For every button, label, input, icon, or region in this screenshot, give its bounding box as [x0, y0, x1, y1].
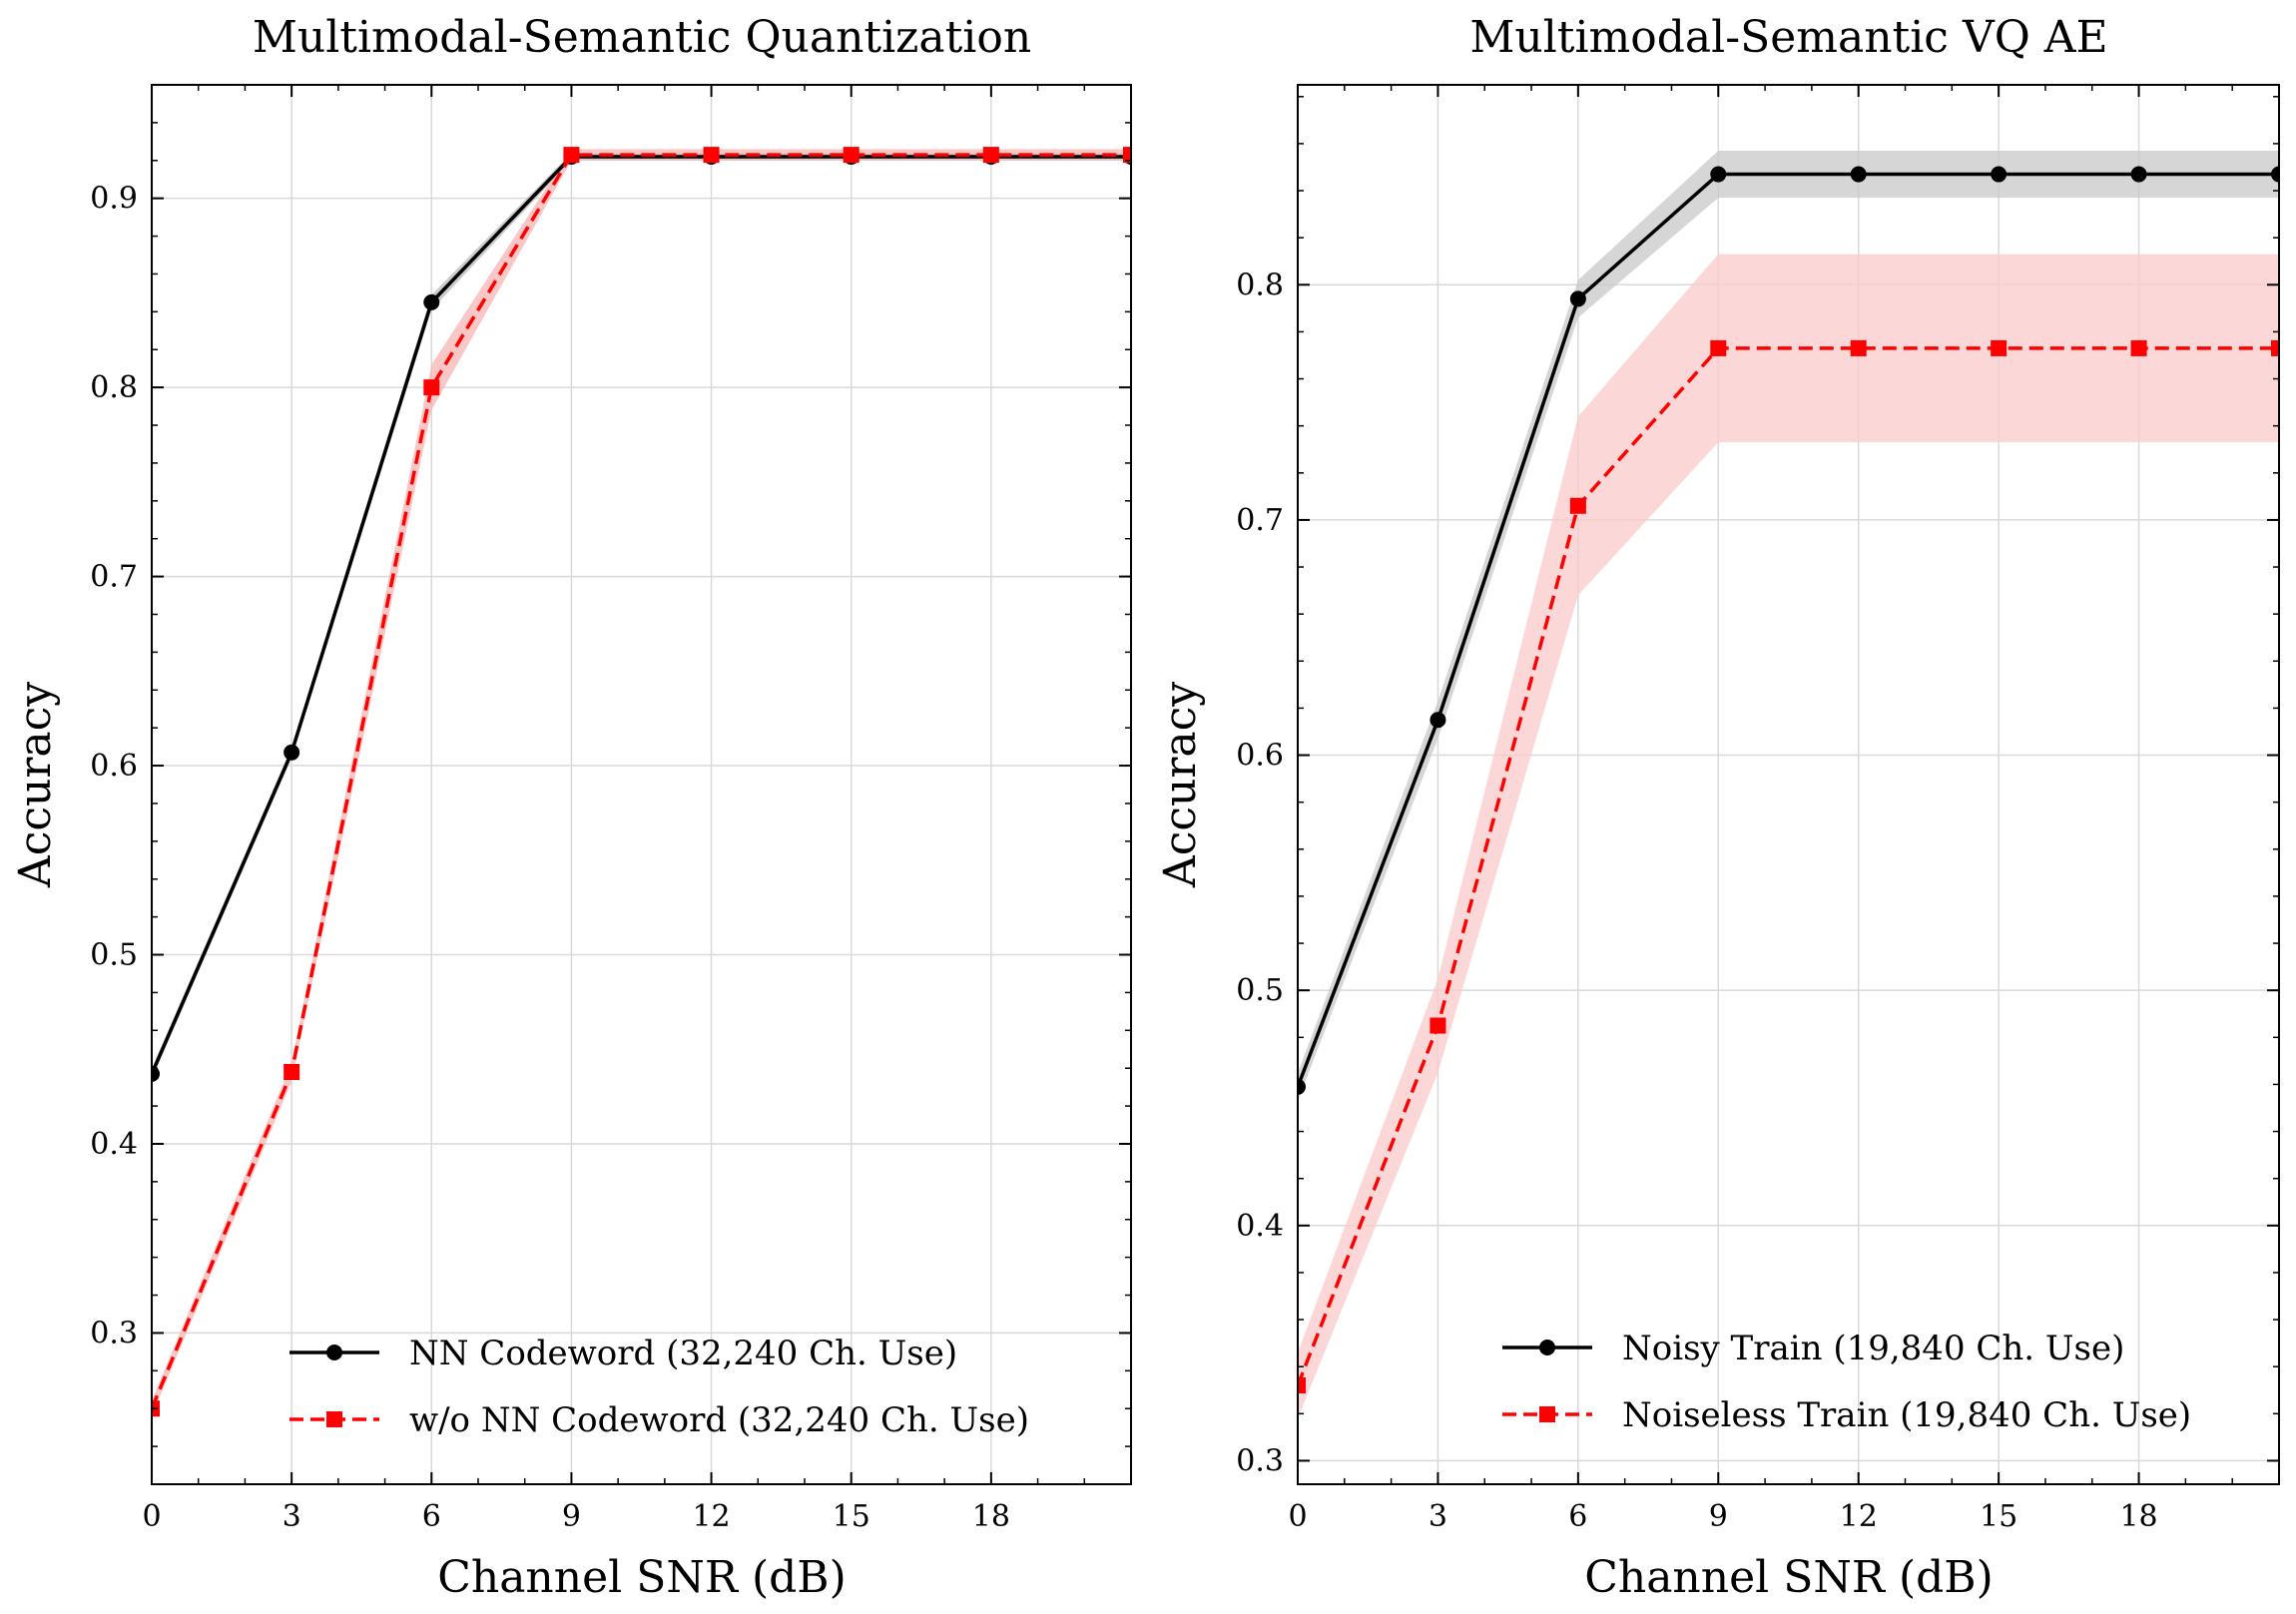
x-tick-label: 12: [692, 1499, 730, 1534]
data-point: [423, 379, 440, 396]
data-point: [1569, 497, 1586, 514]
y-tick-label: 0.4: [1236, 1209, 1284, 1244]
y-tick-label: 0.5: [90, 938, 138, 973]
x-tick-label: 9: [1709, 1499, 1728, 1534]
series-line: [152, 153, 1131, 1409]
data-point: [1710, 166, 1727, 183]
data-point: [2271, 166, 2279, 183]
data-point: [2130, 166, 2147, 183]
data-point: [1298, 1377, 1306, 1394]
data-point: [1710, 339, 1727, 356]
y-tick-label: 0.8: [1236, 268, 1284, 302]
chart-title: Multimodal-Semantic Quantization: [253, 12, 1031, 63]
legend: NN Codeword (32,240 Ch. Use) w/o NN Codew…: [289, 1334, 1029, 1440]
y-axis-label: Accuracy: [10, 682, 61, 888]
x-axis-label: Channel SNR (dB): [437, 1552, 847, 1603]
data-point: [423, 293, 440, 310]
series-band: [1298, 150, 2279, 1101]
y-tick-label: 0.4: [90, 1127, 138, 1162]
plot-area: [152, 147, 1131, 1417]
x-tick-label: 6: [1568, 1499, 1587, 1534]
ticks: 0 3 6 9 12 15 18 0.3 0.4 0.5 0.6 0.7 0.8: [1236, 85, 2280, 1534]
x-tick-label: 15: [833, 1499, 870, 1534]
data-point: [843, 147, 860, 164]
y-tick-label: 0.6: [1236, 739, 1284, 774]
series-line: [152, 155, 1131, 1075]
y-tick-label: 0.8: [90, 370, 138, 405]
y-tick-label: 0.3: [1236, 1443, 1284, 1478]
data-point: [1991, 166, 2008, 183]
legend-entry: NN Codeword (32,240 Ch. Use): [409, 1334, 957, 1373]
data-point: [1850, 166, 1867, 183]
series-line: [1298, 346, 2279, 1386]
chart-panel-vq-ae: Multimodal-Semantic VQ AE Channel SNR (d…: [1155, 12, 2280, 1603]
x-tick-label: 12: [1840, 1499, 1878, 1534]
series-line: [1298, 172, 2279, 1088]
data-point: [284, 744, 300, 761]
chart-title: Multimodal-Semantic VQ AE: [1469, 12, 2107, 63]
y-tick-label: 0.3: [90, 1316, 138, 1350]
data-point: [1430, 1017, 1446, 1034]
legend: Noisy Train (19,840 Ch. Use) Noiseless Tr…: [1502, 1329, 2191, 1435]
x-tick-label: 18: [972, 1499, 1010, 1534]
legend-marker: [326, 1345, 342, 1360]
y-tick-label: 0.7: [1236, 503, 1284, 538]
data-point: [1123, 147, 1131, 164]
data-point: [2130, 339, 2147, 356]
legend-marker: [326, 1411, 342, 1427]
data-point: [1991, 339, 2008, 356]
y-tick-label: 0.9: [90, 182, 138, 217]
x-tick-label: 9: [562, 1499, 581, 1534]
data-point: [284, 1063, 300, 1080]
x-tick-label: 3: [1429, 1499, 1447, 1534]
legend-marker: [1539, 1340, 1555, 1355]
data-point: [703, 147, 720, 164]
y-tick-label: 0.7: [90, 560, 138, 595]
series-band: [1298, 254, 2279, 1419]
data-point: [1298, 1078, 1306, 1095]
x-tick-label: 18: [2119, 1499, 2157, 1534]
legend-entry: Noisy Train (19,840 Ch. Use): [1622, 1329, 2124, 1368]
data-point: [1569, 290, 1586, 307]
legend-entry: w/o NN Codeword (32,240 Ch. Use): [409, 1400, 1029, 1440]
y-tick-label: 0.6: [90, 749, 138, 784]
x-tick-label: 3: [283, 1499, 301, 1534]
x-tick-label: 6: [422, 1499, 441, 1534]
axes-frame: [1297, 84, 2280, 1485]
x-axis-label: Channel SNR (dB): [1584, 1552, 1994, 1603]
x-tick-label: 0: [1288, 1499, 1307, 1534]
data-point: [563, 147, 580, 164]
data-point: [1430, 712, 1446, 729]
legend-entry: Noiseless Train (19,840 Ch. Use): [1622, 1395, 2191, 1435]
data-point: [982, 147, 999, 164]
data-point: [152, 1065, 160, 1082]
legend-marker: [1539, 1406, 1555, 1422]
y-axis-label: Accuracy: [1155, 682, 1206, 888]
data-point: [2271, 339, 2279, 356]
plot-area: [1298, 150, 2279, 1419]
x-tick-label: 0: [142, 1499, 161, 1534]
y-tick-label: 0.5: [1236, 973, 1284, 1008]
ticks: 0 3 6 9 12 15 18 0.3 0.4 0.5 0.6 0.7 0.8 0.9: [90, 84, 1132, 1534]
x-tick-label: 15: [1980, 1499, 2017, 1534]
axes-frame: [151, 84, 1132, 1485]
data-point: [1850, 339, 1867, 356]
chart-panel-quantization: Multimodal-Semantic Quantization Channel…: [10, 12, 1132, 1603]
